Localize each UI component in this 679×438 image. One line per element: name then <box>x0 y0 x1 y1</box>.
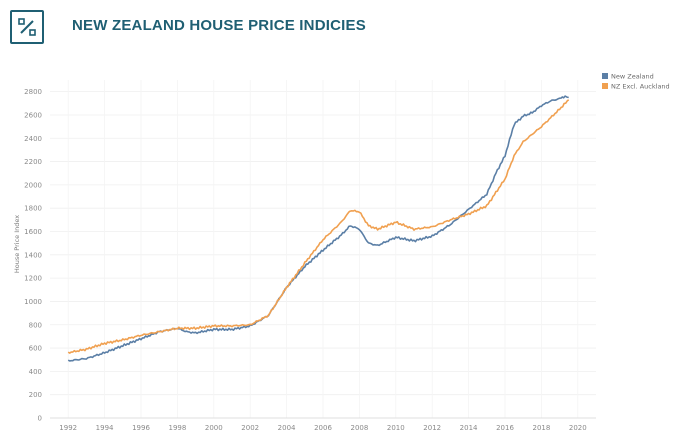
legend-label: New Zealand <box>611 73 654 81</box>
y-tick-label: 1400 <box>24 251 42 259</box>
y-tick-label: 1800 <box>24 205 42 213</box>
x-tick-label: 2018 <box>532 424 550 432</box>
x-tick-label: 2008 <box>350 424 368 432</box>
legend: New Zealand NZ Excl. Auckland <box>602 73 670 91</box>
y-tick-label: 400 <box>29 368 42 376</box>
x-tick-label: 2006 <box>314 424 332 432</box>
x-axis-ticks: 1992 1994 1996 1998 2000 2002 2004 2006 2008 2010… <box>59 424 586 432</box>
x-tick-label: 2010 <box>387 424 405 432</box>
y-tick-label: 2200 <box>24 158 42 166</box>
x-tick-label: 1998 <box>168 424 186 432</box>
x-tick-label: 2000 <box>205 424 223 432</box>
y-tick-label: 1600 <box>24 228 42 236</box>
y-tick-label: 2600 <box>24 111 42 119</box>
y-tick-label: 600 <box>29 345 42 353</box>
y-tick-label: 1000 <box>24 298 42 306</box>
x-tick-label: 1994 <box>96 424 114 432</box>
x-tick-label: 2014 <box>460 424 478 432</box>
legend-swatch <box>602 73 608 79</box>
series-line-new-zealand <box>67 95 569 362</box>
y-tick-label: 200 <box>29 391 42 399</box>
series-lines <box>67 95 570 362</box>
y-tick-label: 2000 <box>24 181 42 189</box>
x-tick-label: 1996 <box>132 424 150 432</box>
x-tick-label: 2002 <box>241 424 259 432</box>
y-tick-label: 2400 <box>24 135 42 143</box>
y-axis-ticks: 0 200 400 600 800 1000 1200 1400 1600 1800 2000 220… <box>24 88 42 422</box>
legend-label: NZ Excl. Auckland <box>611 83 670 91</box>
percent-box-icon <box>18 18 36 36</box>
y-axis-label: House Price Index <box>13 215 21 273</box>
x-tick-label: 1992 <box>59 424 77 432</box>
logo <box>10 10 44 44</box>
y-tick-label: 800 <box>29 321 42 329</box>
x-tick-label: 2004 <box>278 424 296 432</box>
x-tick-label: 2012 <box>423 424 441 432</box>
x-tick-label: 2020 <box>569 424 587 432</box>
page-title: NEW ZEALAND HOUSE PRICE INDICIES <box>72 17 366 34</box>
series-line-nz-excl-auckland <box>67 99 570 354</box>
y-tick-label: 0 <box>38 415 42 423</box>
y-tick-label: 1200 <box>24 275 42 283</box>
legend-swatch <box>602 83 608 89</box>
grid <box>50 80 596 419</box>
x-tick-label: 2016 <box>496 424 514 432</box>
y-tick-label: 2800 <box>24 88 42 96</box>
